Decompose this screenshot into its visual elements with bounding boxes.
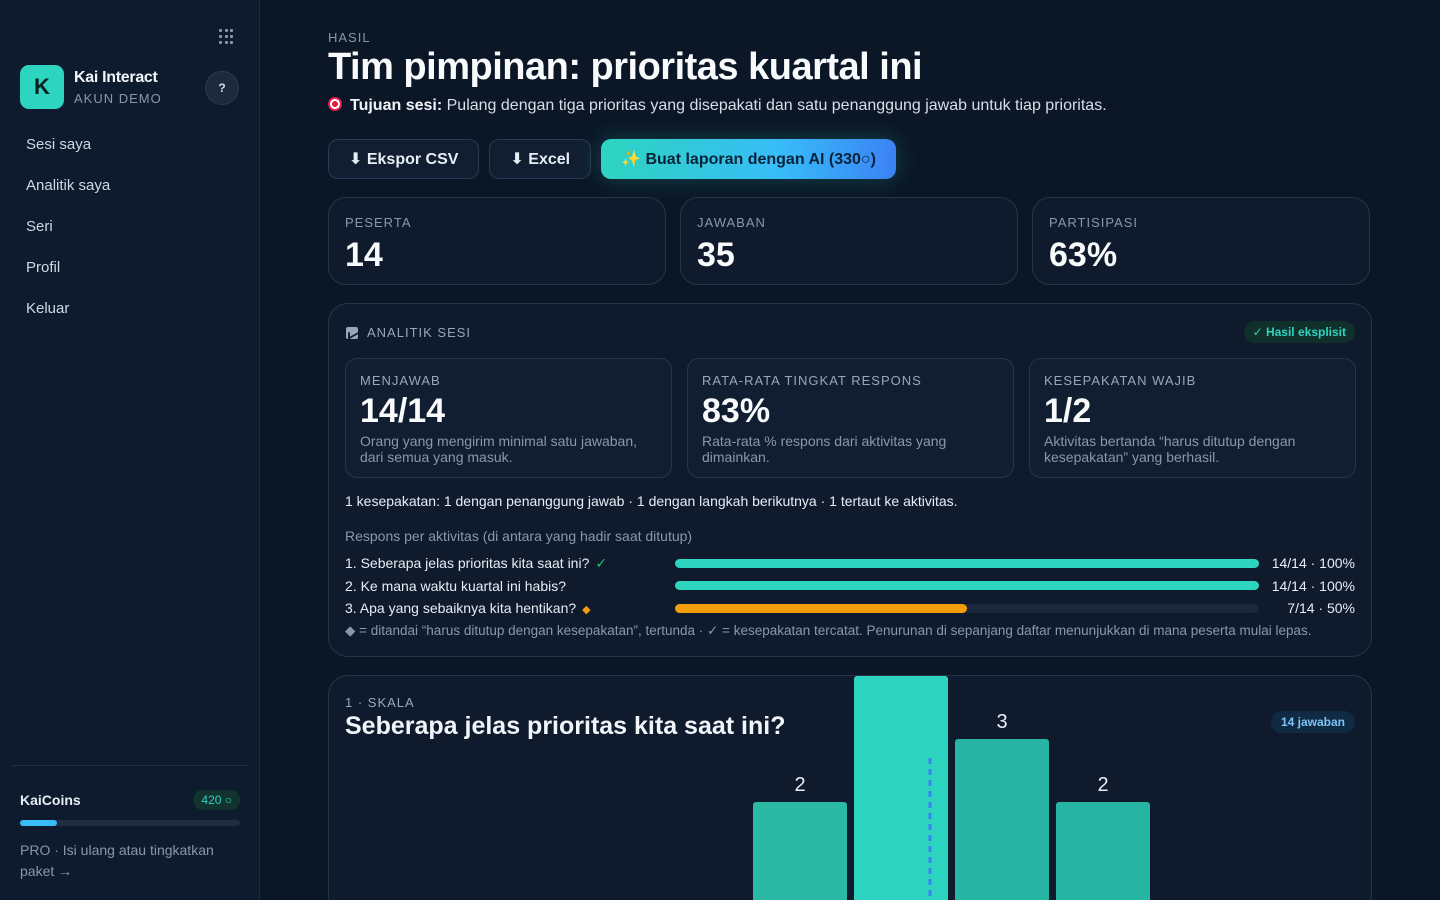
activity-title: 1. Seberapa jelas prioritas kita saat in… [345,554,590,571]
activity-row-label: 2. Ke mana waktu kuartal ini habis? [345,578,675,594]
stat-value: 35 [697,236,735,274]
action-bar: ⬇ Ekspor CSV ⬇ Excel ✨ Buat laporan deng… [328,139,896,179]
export-excel-button[interactable]: ⬇ Excel [489,139,592,179]
chart-icon [346,326,358,339]
response-rate-value: 7/14 · 50% [1287,600,1355,617]
nav-item-seri[interactable]: Seri [26,218,53,235]
response-bar-fill [675,603,967,613]
activity-title: 2. Ke mana waktu kuartal ini habis? [345,577,567,594]
session-goal: Tujuan sesi: Pulang dengan tiga priorita… [328,97,1107,115]
activity-title: 3. Apa yang sebaiknya kita hentikan? [345,600,577,617]
analytics-heading-text: ANALITIK SESI [367,325,472,340]
stat-card-participation: PARTISIPASI 63% [1032,197,1370,285]
answer-count-badge: 14 jawaban [1270,711,1355,733]
activity-row: 2. Ke mana waktu kuartal ini habis? 14/14… [345,575,1355,598]
chart-bar [854,676,948,900]
target-icon [328,97,342,111]
response-bar-track [675,581,1259,591]
goal-label: Tujuan sesi: [350,97,443,114]
question-type-label: 1 · SKALA [345,695,415,710]
sidebar: K Kai Interact AKUN DEMO ? Sesi saya Ana… [0,0,260,900]
ai-report-button[interactable]: ✨ Buat laporan dengan AI (330○) [601,139,896,179]
agreement-check-icon: ✓ [595,554,608,571]
nav-item-keluar[interactable]: Keluar [26,300,70,317]
stat-value: 63% [1049,236,1118,274]
metric-description: Orang yang mengirim minimal satu jawaban… [360,433,638,465]
stat-label: PESERTA [345,215,412,230]
response-bar-track [675,558,1259,568]
apps-grid-icon[interactable] [219,29,235,45]
chart-bar [1056,802,1150,900]
session-analytics-panel: ANALITIK SESI ✓ Hasil eksplisit MENJAWAB… [328,303,1372,657]
response-bar-fill [675,558,1259,568]
upgrade-link[interactable]: PRO · Isi ulang atau tingkatkan paket → [20,842,214,879]
metric-card-answered: MENJAWAB 14/14 Orang yang mengirim minim… [345,358,672,478]
account-label: AKUN DEMO [74,90,162,106]
sidebar-nav: Sesi saya Analitik saya Seri Profil Kelu… [26,136,110,341]
page-title: Tim pimpinan: prioritas kuartal ini [328,46,923,88]
metric-label: RATA-RATA TINGKAT RESPONS [702,373,922,388]
required-agreement-diamond-icon: ◆ [582,604,591,617]
chart-bar [753,802,847,900]
chart-data-label: 2 [794,774,805,796]
kaicoins-progress-bar [20,820,240,826]
brand-name: Kai Interact [74,68,158,86]
metric-value: 14/14 [360,392,446,430]
stat-card-participants: PESERTA 14 [328,197,666,285]
brand-logo: K [20,65,64,109]
question-title: Seberapa jelas prioritas kita saat ini? [345,712,786,740]
nav-item-sesi-saya[interactable]: Sesi saya [26,136,92,153]
page-eyebrow: HASIL [328,30,371,45]
activity-row: 3. Apa yang sebaiknya kita hentikan? ◆ 7/1… [345,597,1355,620]
legend-note: ◆ = ditandai “harus ditutup dengan kesep… [345,623,1312,638]
explicit-result-badge: ✓ Hasil eksplisit [1243,321,1355,343]
metric-value: 1/2 [1044,392,1092,430]
nav-item-analitik-saya[interactable]: Analitik saya [26,177,111,194]
summary-stats: PESERTA 14 JAWABAN 35 PARTISIPASI 63% [328,197,1370,285]
stat-card-answers: JAWABAN 35 [680,197,1018,285]
nav-item-profil[interactable]: Profil [26,259,61,276]
metric-card-required-agreement: KESEPAKATAN WAJIB 1/2 Aktivitas bertanda… [1029,358,1356,478]
help-button[interactable]: ? [205,71,239,105]
activity-row-label: 1. Seberapa jelas prioritas kita saat in… [345,555,675,572]
stat-value: 14 [345,236,383,274]
agreement-summary: 1 kesepakatan: 1 dengan penanggung jawab… [345,493,958,509]
kaicoins-label: KaiCoins [20,792,81,808]
responses-per-activity-title: Respons per aktivitas (di antara yang ha… [345,528,693,544]
response-rate-value: 14/14 · 100% [1271,577,1355,594]
stat-label: JAWABAN [697,215,766,230]
activity-response-list: 1. Seberapa jelas prioritas kita saat in… [345,552,1355,620]
kaicoins-balance-badge: 420 ○ [193,790,240,810]
response-bar-track [675,603,1259,613]
chart-data-label: 2 [1097,774,1108,796]
activity-row: 1. Seberapa jelas prioritas kita saat in… [345,552,1355,575]
metric-card-response-rate: RATA-RATA TINGKAT RESPONS 83% Rata-rata … [687,358,1014,478]
kaicoins-panel: KaiCoins 420 ○ PRO · Isi ulang atau ting… [12,765,248,882]
response-bar-fill [675,581,1259,591]
question-result-panel: 1 · SKALA Seberapa jelas prioritas kita … [328,675,1372,900]
chart-bar [955,739,1049,900]
analytics-metrics: MENJAWAB 14/14 Orang yang mengirim minim… [345,358,1356,478]
stat-label: PARTISIPASI [1049,215,1139,230]
response-rate-value: 14/14 · 100% [1271,555,1355,572]
chart-data-label: 3 [996,711,1007,733]
export-csv-button[interactable]: ⬇ Ekspor CSV [328,139,480,179]
analytics-heading: ANALITIK SESI [346,325,471,340]
metric-value: 83% [702,392,771,430]
brand: K Kai Interact AKUN DEMO [20,65,162,109]
kaicoins-progress-fill [20,820,58,826]
metric-label: MENJAWAB [360,373,441,388]
metric-description: Rata-rata % respons dari aktivitas yang … [702,433,947,465]
goal-text: Pulang dengan tiga prioritas yang disepa… [446,97,1107,114]
scale-bar-chart: 2432 [753,676,1150,900]
metric-description: Aktivitas bertanda “harus ditutup dengan… [1044,433,1296,465]
activity-row-label: 3. Apa yang sebaiknya kita hentikan? ◆ [345,600,675,616]
metric-label: KESEPAKATAN WAJIB [1044,373,1197,388]
